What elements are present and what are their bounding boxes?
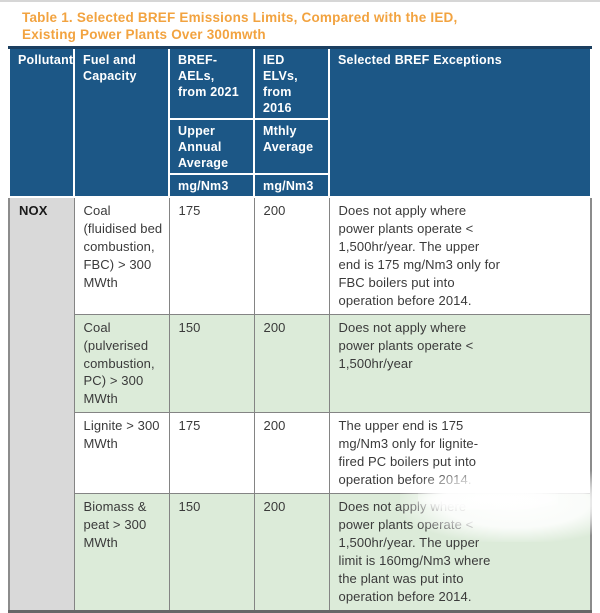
bref-emissions-table: Pollutant Fuel and Capacity BREF-AELs, f… xyxy=(8,46,592,613)
table-row: Biomass & peat > 300 MWth 150 200 Does n… xyxy=(9,493,592,612)
table-row: NOX Coal (fluidised bed combustion, FBC)… xyxy=(8,196,592,612)
header-bref-exceptions: Selected BREF Exceptions xyxy=(328,46,592,198)
ied-value-cell: 200 xyxy=(253,313,330,414)
header-fuel-capacity: Fuel and Capacity xyxy=(73,46,170,198)
header-mthly-average: Mthly Average xyxy=(253,118,330,175)
header-upper-annual-average: Upper Annual Average xyxy=(168,118,255,175)
bref-value-cell: 175 xyxy=(168,196,255,315)
exception-cell: Does not apply where power plants operat… xyxy=(328,196,592,315)
exception-cell: Does not apply where power plants operat… xyxy=(328,313,592,414)
bref-value-cell: 150 xyxy=(168,313,255,414)
table-title: Table 1. Selected BREF Emissions Limits,… xyxy=(22,10,458,42)
header-bref-aels: BREF-AELs, from 2021 xyxy=(168,46,255,120)
ied-value-cell: 200 xyxy=(253,196,330,315)
fuel-cell: Coal (fluidised bed combustion, FBC) > 3… xyxy=(73,196,170,315)
bref-value-cell: 150 xyxy=(168,493,255,612)
fuel-cell: Biomass & peat > 300 MWth xyxy=(73,493,170,612)
exception-cell: Does not apply where power plants operat… xyxy=(328,493,592,612)
ied-value-cell: 200 xyxy=(253,412,330,495)
header-ied-elvs: IED ELVs, from 2016 xyxy=(253,46,330,120)
exception-cell: The upper end is 175 mg/Nm3 only for lig… xyxy=(328,412,592,495)
pollutant-nox-cell: NOX xyxy=(8,196,75,612)
table-row: Coal (pulverised combustion, PC) > 300 M… xyxy=(9,313,592,414)
header-ied-unit: mg/Nm3 xyxy=(253,173,330,198)
fuel-cell: Coal (pulverised combustion, PC) > 300 M… xyxy=(73,313,170,414)
bref-value-cell: 175 xyxy=(168,412,255,495)
fuel-cell: Lignite > 300 MWth xyxy=(73,412,170,495)
table-header: Pollutant Fuel and Capacity BREF-AELs, f… xyxy=(8,46,592,198)
header-bref-unit: mg/Nm3 xyxy=(168,173,255,198)
table-row: Lignite > 300 MWth 175 200 The upper end… xyxy=(9,412,592,495)
ied-value-cell: 200 xyxy=(253,493,330,612)
header-pollutant: Pollutant xyxy=(8,46,75,198)
